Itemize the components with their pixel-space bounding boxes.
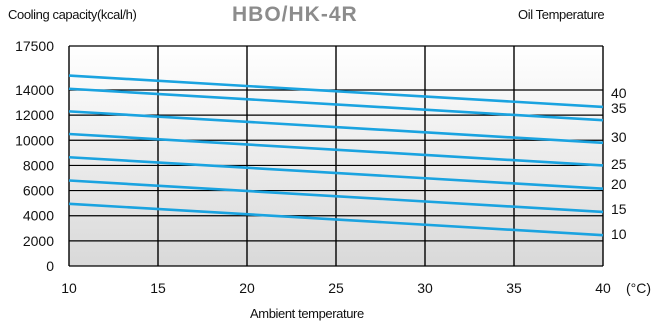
- y-tick-label: 10000: [15, 132, 54, 148]
- x-axis-label: Ambient temperature: [250, 306, 364, 321]
- series-line-20: [68, 155, 604, 190]
- x-tick-label: 35: [506, 280, 522, 296]
- x-tick-label: 25: [328, 280, 344, 296]
- series-line-40: [68, 74, 604, 109]
- series-line-10: [68, 202, 604, 237]
- x-unit-label: (°C): [626, 280, 651, 296]
- series-label-30: 30: [611, 129, 627, 145]
- x-tick-label: 30: [417, 280, 433, 296]
- series-label-10: 10: [611, 226, 627, 242]
- series-label-15: 15: [611, 201, 627, 217]
- y-tick-label: 4000: [23, 208, 54, 224]
- y-axis-label: Cooling capacity(kcal/h): [8, 7, 137, 22]
- series-line-25: [68, 132, 604, 167]
- x-tick-labels: 10 15 20 25 30 35 40: [61, 280, 611, 296]
- series-label-25: 25: [611, 156, 627, 172]
- y-tick-label: 2000: [23, 233, 54, 249]
- chart-title: HBO/HK-4R: [232, 3, 358, 26]
- series-label-40: 40: [611, 85, 627, 101]
- legend-title: Oil Temperature: [518, 7, 605, 22]
- y-tick-labels: 0 2000 4000 6000 8000 10000 12000 14000 17500: [15, 38, 54, 274]
- series-line-15: [68, 179, 604, 214]
- y-tick-label: 8000: [23, 157, 54, 173]
- x-tick-label: 40: [595, 280, 611, 296]
- series-line-30: [68, 110, 604, 145]
- series-lines: [68, 74, 604, 237]
- x-tick-label: 15: [150, 280, 166, 296]
- x-tick-label: 20: [239, 280, 255, 296]
- series-label-35: 35: [611, 100, 627, 116]
- series-label-20: 20: [611, 176, 627, 192]
- y-tick-label: 17500: [15, 38, 54, 54]
- series-line-35: [68, 87, 604, 122]
- x-tick-label: 10: [61, 280, 77, 296]
- y-tick-label: 12000: [15, 107, 54, 123]
- y-tick-label: 0: [46, 258, 54, 274]
- y-tick-label: 6000: [23, 183, 54, 199]
- y-tick-label: 14000: [15, 82, 54, 98]
